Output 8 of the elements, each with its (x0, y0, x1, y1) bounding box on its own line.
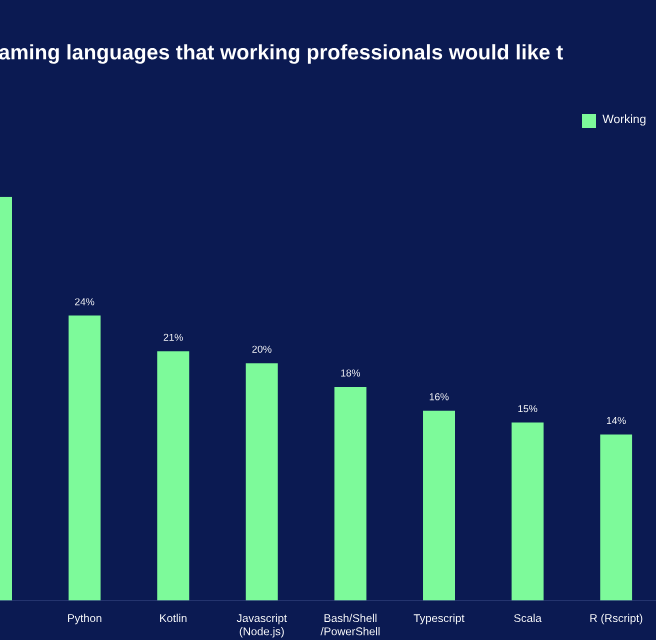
bar (600, 434, 633, 601)
bar (511, 422, 544, 601)
chart-title: aming languages that working professionals would like t (0, 44, 563, 64)
bar (245, 363, 278, 601)
bar (68, 315, 101, 601)
bar (423, 410, 456, 601)
bar (157, 351, 190, 601)
bar (334, 386, 367, 601)
